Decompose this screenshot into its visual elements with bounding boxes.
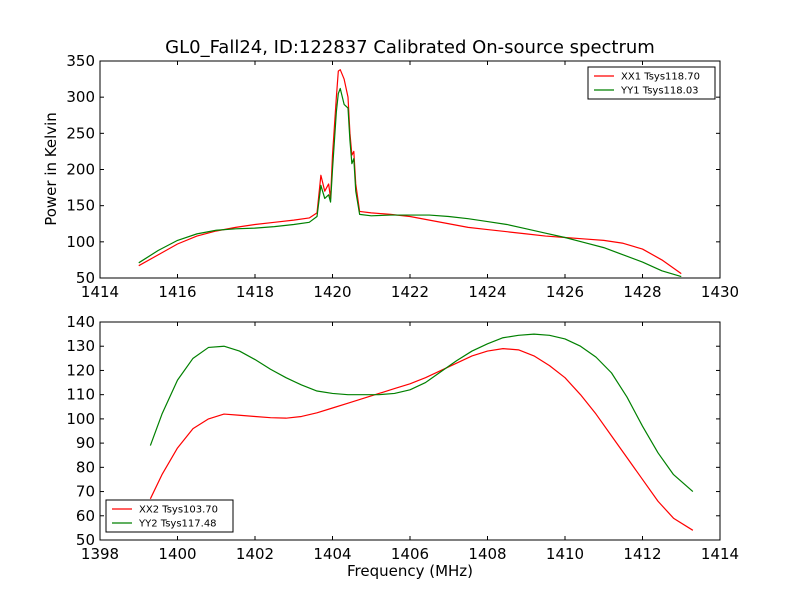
- bottom-chart-series-line-1: [149, 348, 694, 531]
- bottom-chart-x-tick-label: 1410: [546, 545, 584, 563]
- bottom-chart-x-tick-label: 1400: [158, 545, 196, 563]
- bottom-chart-series-layer: [149, 333, 694, 531]
- top-chart-y-tick-label: 300: [66, 88, 95, 106]
- bottom-chart-x-tick-label: 1404: [313, 545, 351, 563]
- top-chart-y-tick-label: 350: [66, 52, 95, 70]
- bottom-chart-ticks-layer: 1398 1400 1402 1404 1406 1408 1410 1412 1414 50 60…: [66, 313, 739, 563]
- top-chart-x-tick-label: 1424: [468, 283, 506, 301]
- bottom-chart-x-tick-label: 1398: [81, 545, 119, 563]
- bottom-chart-y-tick-label: 50: [76, 531, 95, 549]
- bottom-chart-y-tick-label: 100: [66, 410, 95, 428]
- bottom-chart-legend-box: [105, 499, 234, 533]
- bottom-chart-x-tick-label: 1412: [623, 545, 661, 563]
- top-chart: GL0_Fall24, ID:122837 Calibrated On-sour…: [42, 37, 739, 301]
- top-chart-legend: XX1 Tsys118.70 YY1 Tsys118.03: [587, 66, 716, 100]
- bottom-chart-x-axis-label: Frequency (MHz): [347, 562, 473, 580]
- bottom-chart-y-tick-label: 70: [76, 483, 95, 501]
- bottom-chart-x-tick-label: 1402: [236, 545, 274, 563]
- top-chart-y-tick-label: 100: [66, 233, 95, 251]
- top-chart-x-tick-label: 1426: [546, 283, 584, 301]
- top-chart-y-tick-label: 200: [66, 161, 95, 179]
- top-chart-y-tick-label: 150: [66, 197, 95, 215]
- top-chart-plot-frame: [99, 60, 721, 279]
- top-chart-legend-label-2: YY1 Tsys118.03: [620, 86, 699, 97]
- bottom-chart-y-tick-label: 90: [76, 434, 95, 452]
- bottom-chart-series-line-2: [149, 333, 694, 493]
- top-chart-x-tick-label: 1416: [158, 283, 196, 301]
- bottom-chart-y-tick-label: 140: [66, 313, 95, 331]
- bottom-chart-y-tick-label: 80: [76, 458, 95, 476]
- top-chart-x-tick-label: 1422: [391, 283, 429, 301]
- top-chart-x-tick-label: 1414: [81, 283, 119, 301]
- bottom-chart-y-tick-label: 60: [76, 507, 95, 525]
- top-chart-y-tick-label: 250: [66, 124, 95, 142]
- bottom-chart-plot-frame: [99, 321, 721, 541]
- bottom-chart-x-tick-label: 1408: [468, 545, 506, 563]
- top-chart-y-tick-label: 50: [76, 269, 95, 287]
- bottom-chart-legend-label-1: XX2 Tsys103.70: [139, 505, 218, 516]
- top-chart-legend-label-1: XX1 Tsys118.70: [621, 72, 700, 83]
- top-chart-series-line-2: [138, 87, 682, 278]
- top-chart-x-tick-label: 1428: [623, 283, 661, 301]
- bottom-chart: Frequency (MHz) 1398 1400 1402 1404 1406 1408…: [66, 313, 739, 580]
- top-chart-title: GL0_Fall24, ID:122837 Calibrated On-sour…: [165, 37, 655, 58]
- top-chart-y-axis-label: Power in Kelvin: [42, 112, 60, 226]
- top-chart-ticks-layer: 1414 1416 1418 1420 1422 1424 1426 1428 1430 50 10…: [66, 52, 739, 301]
- bottom-chart-legend-label-2: YY2 Tsys117.48: [138, 519, 217, 530]
- top-chart-x-tick-label: 1430: [701, 283, 739, 301]
- bottom-chart-legend: XX2 Tsys103.70 YY2 Tsys117.48: [105, 499, 234, 533]
- bottom-chart-x-tick-label: 1406: [391, 545, 429, 563]
- top-chart-x-tick-label: 1420: [313, 283, 351, 301]
- bottom-chart-x-tick-label: 1414: [701, 545, 739, 563]
- bottom-chart-y-tick-label: 120: [66, 361, 95, 379]
- bottom-chart-y-tick-label: 130: [66, 337, 95, 355]
- bottom-chart-y-tick-label: 110: [66, 386, 95, 404]
- top-chart-legend-box: [587, 66, 716, 100]
- top-chart-x-tick-label: 1418: [236, 283, 274, 301]
- top-chart-series-layer: [138, 69, 682, 278]
